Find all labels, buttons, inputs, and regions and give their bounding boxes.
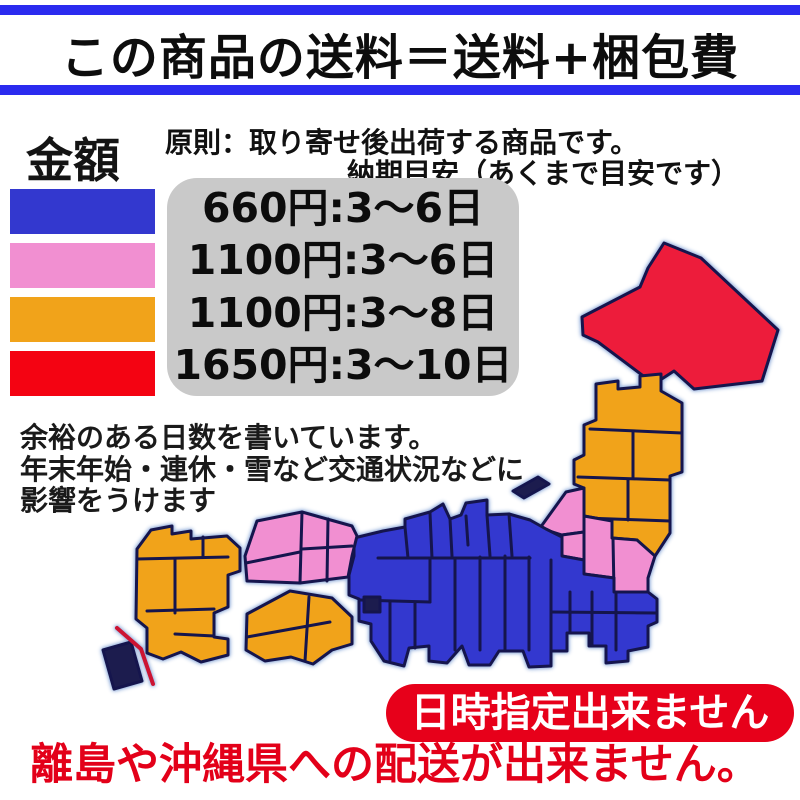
map-region-kanto-chubu-kinki [347,498,659,669]
legend-box: 660円:3～6日 1100円:3～6日 1100円:3～8日 1650円:3～… [167,178,519,396]
header-top-bar [0,5,800,15]
delivery-notes-line2: 年末年始・連休・雪など交通状況などに [20,452,525,486]
legend-row-orange: 1100円:3～8日 [187,288,499,337]
legend-row-red: 1650円:3～10日 [173,341,513,390]
tohoku-prefecture-borders [576,427,684,523]
shipping-notice-line1: 原則：取り寄せ後出荷する商品です。 [165,126,639,159]
amount-label: 金額 [26,134,120,189]
honshu-prefecture-borders [358,511,659,662]
shikoku-borders [245,595,332,663]
map-island-okinawa [101,640,144,691]
map-island-sado [511,475,551,500]
no-datetime-badge-label: 日時指定出来ません [410,690,770,736]
okinawa-cross-line [115,626,155,686]
legend-row-pink: 1100円:3～6日 [187,236,499,285]
legend-row-blue: 660円:3～6日 [201,183,485,232]
header-bottom-bar [0,85,800,95]
legend-swatch-blue [10,189,155,234]
legend-swatch-red [10,351,155,396]
no-datetime-badge: 日時指定出来ません [386,684,794,742]
page-title: この商品の送料＝送料+梱包費 [60,30,740,86]
remote-islands-notice: 離島や沖縄県への配送が出来ません。 [30,740,760,790]
chugoku-borders [244,510,354,585]
kyushu-borders [135,535,230,638]
delivery-notes-line3: 影響をうけます [20,484,217,518]
map-island-awaji [362,595,382,614]
delivery-notes-line1: 余裕のある日数を書いています。 [20,421,437,454]
legend-swatch-orange [10,297,155,342]
map-region-kyushu [134,524,242,664]
legend-swatch-pink [10,243,155,288]
japan-map [101,241,780,691]
map-region-hokkaido [580,241,780,391]
delivery-notes: 余裕のある日数を書いています。 年末年始・連休・雪など交通状況などに 影響をうけ… [20,422,524,517]
